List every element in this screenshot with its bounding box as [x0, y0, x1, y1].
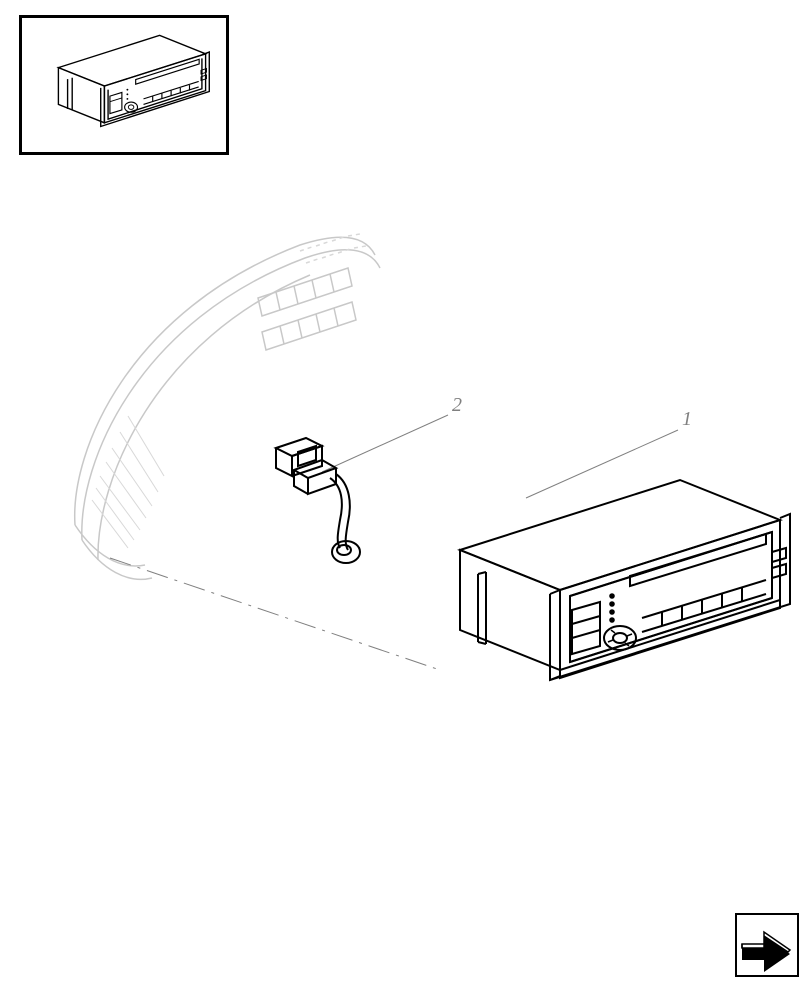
callout-2: 2 [452, 394, 462, 417]
axis-line [110, 558, 440, 670]
diagram-page: 1 2 [0, 0, 812, 1000]
main-diagram-svg [0, 0, 812, 1000]
leader-2 [322, 415, 448, 472]
dashboard-context [75, 234, 380, 579]
radio-unit [460, 480, 790, 680]
callout-1: 1 [682, 408, 692, 431]
connector-cable [276, 438, 360, 563]
next-page-icon [736, 914, 798, 976]
